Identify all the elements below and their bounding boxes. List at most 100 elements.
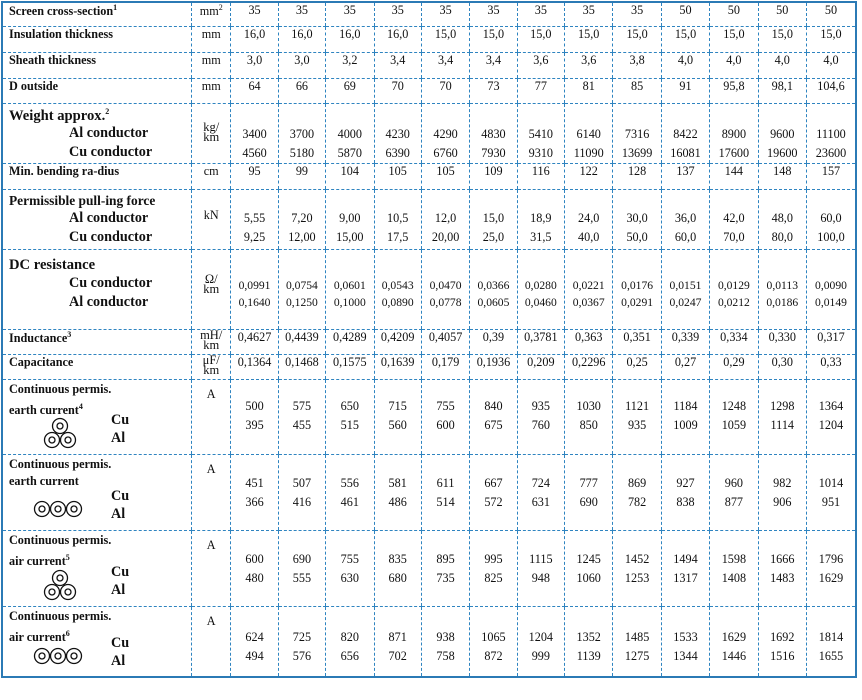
cell-value: 0,1575 [333, 354, 367, 369]
cell-value: 0,0212 [717, 295, 750, 309]
cell-value: 0,339 [671, 329, 700, 344]
cell-value: 60,0 [820, 210, 842, 225]
sub-label: Cu [111, 411, 130, 428]
cell-value: 366 [245, 494, 264, 509]
cell-value: 0,2296 [571, 354, 606, 369]
cell-value: 85 [631, 78, 644, 93]
cell-value: 850 [579, 417, 598, 432]
cell-value: 0,1468 [285, 354, 319, 369]
row-label-cell: Continuous permis. air current6 Cu Al [2, 606, 192, 677]
cell-value: 122 [579, 163, 598, 178]
cell-value: 0,1250 [285, 295, 318, 309]
cell-value: 702 [388, 648, 407, 663]
cell-value: 1204 [818, 417, 844, 432]
cell-value: 600 [245, 551, 264, 566]
value-cell: 0,39 [469, 329, 518, 355]
value-cell: 624 494 [230, 606, 279, 677]
unit-label: A [206, 461, 216, 476]
unit-fraction: μF/km [203, 354, 220, 376]
unit-fraction: kg/km [203, 120, 219, 143]
value-cell: 15,0 [709, 26, 759, 53]
cell-value: 576 [292, 648, 312, 663]
unit-cell: mH/km [191, 329, 231, 355]
value-cell: 15,0 25,0 [469, 189, 518, 250]
cell-value: 50 [679, 3, 692, 17]
cell-value: 16,0 [387, 26, 409, 41]
value-cell: 0,0601 0,1000 [325, 249, 374, 330]
cell-value: 0,0151 [669, 278, 702, 292]
value-cell: 35 [325, 2, 374, 27]
cell-value: 15,0 [482, 26, 505, 41]
cell-value: 36,0 [674, 210, 697, 225]
cell-value: 13699 [621, 145, 653, 160]
cell-value: 6140 [576, 126, 601, 141]
cell-value: 3,6 [533, 52, 549, 67]
footnote-mark: 4 [78, 401, 83, 411]
spec-row-bending: Min. bending ra-dius cm 95 99 104 105 105 109 11… [2, 163, 856, 190]
cell-value: 0,0601 [333, 278, 366, 292]
value-cell: 0,0470 0,0778 [420, 249, 470, 330]
value-cell: 3400 4560 [230, 103, 279, 164]
cell-value: 64 [248, 78, 261, 93]
sub-label: Cu [111, 634, 130, 651]
cell-value: 3,4 [390, 52, 406, 67]
value-cell: 0,1936 [469, 354, 518, 380]
cell-value: 73 [487, 78, 500, 93]
cell-value: 1364 [818, 398, 844, 413]
value-cell: 0,363 [564, 329, 613, 355]
cell-value: 782 [627, 494, 647, 509]
cell-value: 4,0 [677, 52, 694, 67]
cell-value: 35 [343, 3, 356, 17]
value-cell: 4230 6390 [373, 103, 422, 164]
row-label-cell: Continuous permis. earth current Cu Al [2, 454, 192, 531]
cell-value: 35 [295, 3, 309, 17]
cell-value: 935 [531, 398, 550, 413]
value-cell: 9600 19600 [757, 103, 807, 164]
value-cell: 35 [277, 2, 326, 27]
flat-cables-icon [33, 499, 83, 523]
value-cell: 60,0 100,0 [805, 189, 856, 250]
sub-label: Cu conductor [69, 274, 153, 291]
value-cell: 5410 9310 [516, 103, 565, 164]
value-cell: 4830 7930 [469, 103, 518, 164]
cell-value: 35 [582, 3, 595, 17]
unit-cell: mm2 [191, 2, 231, 27]
unit-cell: cm [191, 163, 231, 190]
value-cell: 15,0 [564, 26, 613, 53]
row-label: earth current [9, 402, 79, 417]
sub-label: Al conductor [69, 293, 149, 310]
value-cell: 4,0 [757, 52, 807, 79]
sub-label-group: Cu Al [111, 487, 129, 523]
cell-value: 157 [821, 163, 841, 178]
cell-value: 777 [579, 475, 598, 490]
sub-label-group: Cu Al [111, 411, 129, 447]
unit-label: A [206, 613, 216, 628]
cell-value: 1248 [721, 398, 747, 413]
cell-value: 148 [773, 163, 792, 178]
value-cell: 0,4439 [277, 329, 326, 355]
cell-value: 3,4 [485, 52, 502, 67]
cell-value: 35 [248, 3, 261, 17]
cell-value: 1065 [481, 629, 506, 644]
value-cell: 507 416 [277, 454, 326, 531]
cell-value: 630 [340, 570, 359, 585]
sub-label: Cu conductor [69, 228, 153, 245]
unit-cell: mm [191, 78, 231, 104]
cell-value: 77 [534, 78, 547, 93]
cell-value: 1030 [576, 398, 601, 413]
value-cell: 0,0176 0,0291 [612, 249, 662, 330]
value-cell: 0,179 [420, 354, 470, 380]
value-cell: 35 [230, 2, 279, 27]
cell-value: 515 [340, 417, 359, 432]
value-cell: 15,0 [660, 26, 710, 53]
value-cell: 7,20 12,00 [277, 189, 326, 250]
value-cell: 0,25 [612, 354, 662, 380]
footnote-mark: 2 [105, 106, 110, 116]
cell-value: 16,0 [339, 26, 361, 41]
value-cell: 24,0 40,0 [564, 189, 613, 250]
spec-row-weight: Weight approx.2 Al conductor Cu conductor k… [2, 103, 856, 164]
value-cell: 0,1468 [277, 354, 326, 380]
cell-value: 7316 [624, 126, 650, 141]
trefoil-cables-icon [41, 569, 79, 606]
cell-value: 15,0 [820, 26, 842, 41]
